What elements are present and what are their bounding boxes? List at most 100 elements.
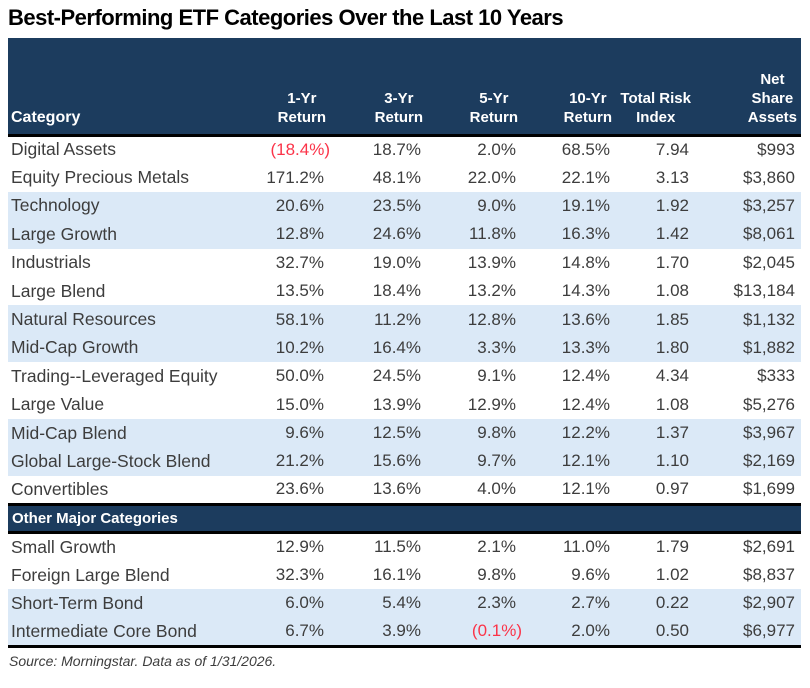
value: 11.2%: [374, 309, 421, 329]
value-cell: 2.1%: [427, 532, 522, 560]
value-cell: 10.2%: [246, 333, 330, 363]
table-row: Intermediate Core Bond 6.7% 3.9% (0.1%) 2.0%…: [8, 617, 801, 648]
value-cell: 1.42: [616, 220, 695, 249]
value: 15.0%: [275, 394, 324, 414]
column-header-label: 5-Yr Return: [469, 89, 518, 126]
value: $1,699: [743, 479, 795, 499]
value-cell: 9.1%: [427, 362, 522, 390]
value: 2.3%: [477, 593, 516, 613]
value: 1.92: [655, 195, 689, 215]
category-cell: Small Growth: [11, 536, 117, 557]
value-cell: 19.1%: [522, 191, 616, 221]
category-cell: Mid-Cap Blend: [8, 418, 246, 448]
value-cell: $5,276: [695, 391, 801, 419]
column-header-totalrisk-index: Total Risk Index: [616, 38, 695, 137]
value: 32.3%: [275, 565, 324, 585]
value: 23.5%: [372, 195, 421, 215]
value-cell: 13.3%: [522, 333, 616, 363]
table-row: Short-Term Bond 6.0% 5.4% 2.3% 2.7% 0.22 $2,90…: [8, 589, 801, 618]
value-cell: 24.6%: [330, 220, 427, 249]
value: 171.2%: [266, 167, 324, 187]
value: 9.7%: [477, 451, 516, 471]
category-cell: Equity Precious Metals: [11, 167, 189, 188]
value: $333: [757, 366, 795, 386]
table-row: Small Growth 12.9% 11.5% 2.1% 11.0% 1.79 $2,69…: [8, 532, 801, 560]
column-header-label: 1-Yr Return: [277, 89, 326, 126]
value: 16.4%: [372, 337, 421, 357]
value-cell: 21.2%: [246, 447, 330, 476]
value-cell: $13,184: [695, 277, 801, 305]
value-cell: 3.3%: [427, 333, 522, 363]
value: $2,045: [743, 252, 795, 272]
table-row: Mid-Cap Blend 9.6% 12.5% 9.8% 12.2% 1.37 $3,96…: [8, 418, 801, 448]
page-title: Best-Performing ETF Categories Over the …: [8, 5, 564, 30]
value: $2,907: [743, 593, 795, 613]
value-cell: 2.0%: [522, 617, 616, 648]
value-cell: 13.5%: [246, 277, 330, 305]
value-cell: 13.6%: [330, 476, 427, 504]
value: 12.1%: [561, 479, 610, 499]
value-cell: 3.9%: [330, 617, 427, 648]
category-cell: Trading--Leveraged Equity: [11, 365, 218, 386]
value-cell: 48.1%: [330, 163, 427, 191]
value: 3.9%: [382, 621, 421, 641]
value: 13.5%: [275, 281, 324, 301]
value-cell: 23.6%: [246, 476, 330, 504]
value-cell: 1.85: [616, 305, 695, 334]
value: 12.1%: [561, 451, 610, 471]
category-cell: Short-Term Bond: [8, 589, 246, 618]
value-cell: 11.0%: [522, 532, 616, 560]
value: 1.42: [655, 224, 689, 244]
value: 12.9%: [467, 394, 516, 414]
value: 15.6%: [372, 451, 421, 471]
value: 2.0%: [571, 621, 610, 641]
value: 14.3%: [561, 281, 610, 301]
value: 6.7%: [285, 621, 324, 641]
value: 9.6%: [285, 423, 324, 443]
table-row: Trading--Leveraged Equity 50.0% 24.5% 9.1% 1…: [8, 362, 801, 390]
etf-categories-table: Category 1-Yr Return 3-Yr Return 5-Yr Return 10…: [8, 38, 801, 648]
value-cell: 12.8%: [427, 305, 522, 334]
value: 24.6%: [372, 224, 421, 244]
value-cell: 12.1%: [522, 447, 616, 476]
value-cell: 13.9%: [330, 391, 427, 419]
value-cell: 7.94: [616, 135, 695, 163]
value-cell: 12.4%: [522, 391, 616, 419]
table-row: Industrials 32.7% 19.0% 13.9% 14.8% 1.70 $2,04…: [8, 249, 801, 277]
value: 6.0%: [285, 593, 324, 613]
value: 3.3%: [477, 337, 516, 357]
value: 16.1%: [372, 565, 421, 585]
value-cell: 2.0%: [427, 135, 522, 163]
table-row: Natural Resources 58.1% 11.2% 12.8% 13.6% 1.8…: [8, 305, 801, 334]
category-cell: Large Growth: [8, 220, 246, 249]
value: 0.97: [655, 479, 689, 499]
value-cell: 11.2%: [330, 305, 427, 334]
value: 9.8%: [477, 565, 516, 585]
table-body: Digital Assets (18.4%) 18.7% 2.0% 68.5% 7.94 $…: [8, 135, 801, 648]
value-cell: $8,061: [695, 220, 801, 249]
value: $6,977: [743, 621, 795, 641]
value-cell: 12.1%: [522, 476, 616, 504]
value-cell: 3.13: [616, 163, 695, 191]
value: 12.4%: [561, 366, 610, 386]
value: 3.13: [655, 167, 689, 187]
table-row: Digital Assets (18.4%) 18.7% 2.0% 68.5% 7.94 $…: [8, 135, 801, 163]
value: $2,169: [743, 451, 795, 471]
value-cell: $3,257: [695, 191, 801, 221]
category-cell: Mid-Cap Growth: [8, 333, 246, 363]
value-cell: 11.5%: [330, 532, 427, 560]
value-cell: $8,837: [695, 561, 801, 589]
value: $1,882: [743, 337, 795, 357]
category-cell: Digital Assets: [11, 139, 117, 160]
column-header-5-yr-return: 5-Yr Return: [427, 38, 522, 137]
value: 1.80: [655, 337, 689, 357]
category-cell: Large Value: [11, 394, 105, 415]
value-cell: 0.97: [616, 476, 695, 504]
value-cell: 0.50: [616, 617, 695, 648]
source-note: Source: Morningstar. Data as of 1/31/202…: [9, 652, 277, 669]
value: 50.0%: [275, 366, 324, 386]
value: 1.08: [655, 281, 689, 301]
value-cell: 16.4%: [330, 333, 427, 363]
value: 22.1%: [561, 167, 610, 187]
value-cell: 6.0%: [246, 589, 330, 618]
